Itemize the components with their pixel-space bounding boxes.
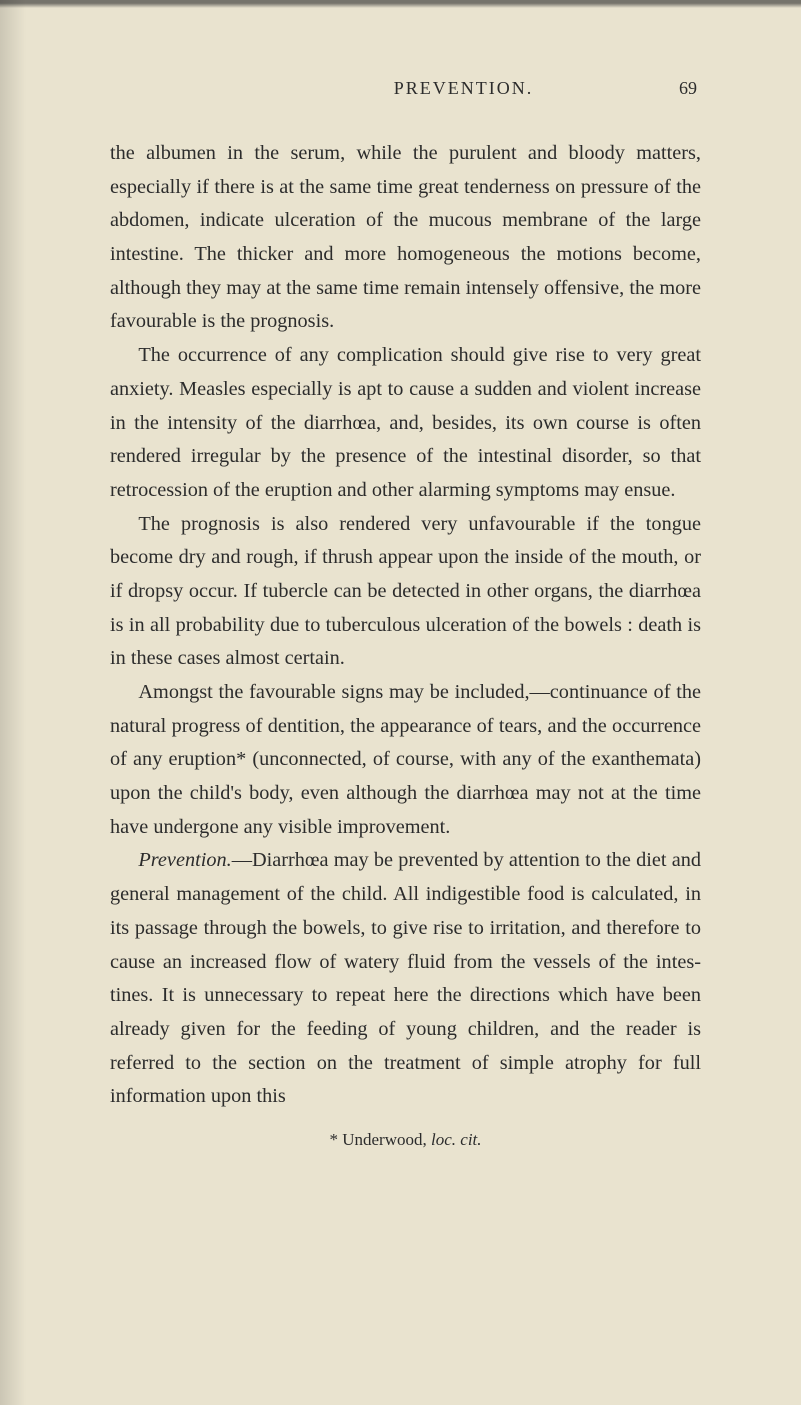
body-text: the albumen in the serum, while the puru… bbox=[110, 137, 701, 1114]
paragraph-1: the albumen in the serum, while the puru… bbox=[110, 137, 701, 339]
scan-gutter-shadow bbox=[0, 0, 26, 1405]
paragraph-3: The prognosis is also rendered very unfa… bbox=[110, 508, 701, 676]
running-head: PREVENTION. 69 bbox=[110, 78, 701, 99]
footnote-author: Underwood, bbox=[342, 1130, 427, 1149]
running-title: PREVENTION. bbox=[270, 78, 657, 99]
paragraph-5-rest: —Diarrhœa may be prevented by attention … bbox=[110, 849, 701, 1107]
paragraph-2: The occurrence of any complication shoul… bbox=[110, 339, 701, 507]
scanned-page: PREVENTION. 69 the albumen in the serum,… bbox=[0, 0, 801, 1405]
paragraph-5-lead-italic: Prevention. bbox=[138, 849, 231, 871]
footnote: * Underwood, loc. cit. bbox=[110, 1130, 701, 1150]
scan-top-edge bbox=[0, 0, 801, 8]
footnote-citation: loc. cit. bbox=[431, 1130, 482, 1149]
page-number: 69 bbox=[657, 78, 697, 99]
paragraph-4: Amongst the favourable signs may be incl… bbox=[110, 676, 701, 844]
paragraph-5: Prevention.—Diarrhœa may be prevented by… bbox=[110, 844, 701, 1114]
footnote-marker: * bbox=[329, 1130, 338, 1149]
